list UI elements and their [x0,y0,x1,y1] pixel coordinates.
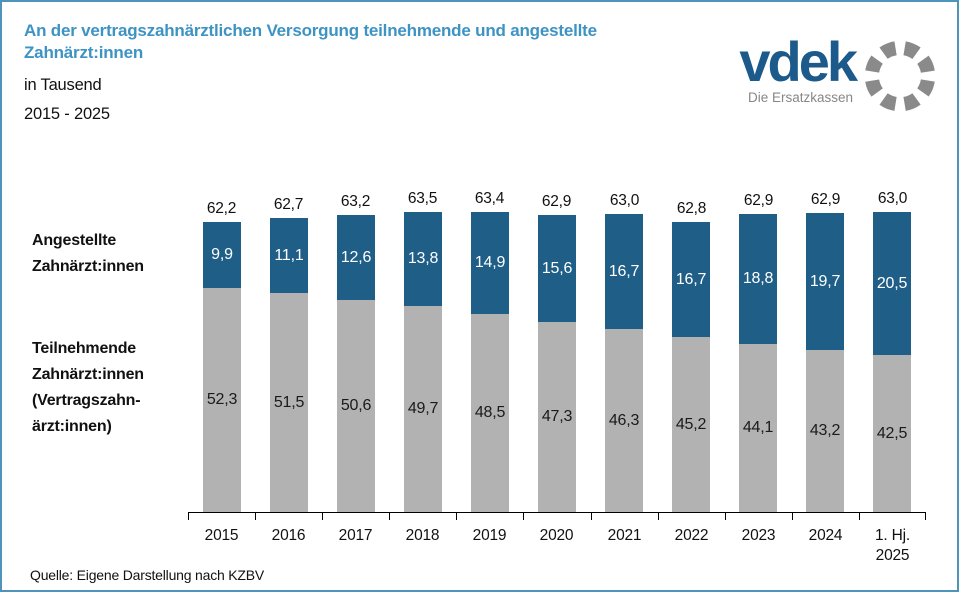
bar-total-label: 63,2 [340,193,371,210]
bar-segment-angestellte: 12,6 [337,215,375,300]
bar-total-label: 62,9 [810,191,841,208]
x-axis-label: 2019 [472,527,507,544]
legend-label-teilnehmende: Teilnehmende Zahnärzt:innen (Vertragszah… [32,340,144,435]
x-axis-tick [859,512,860,520]
bar-segment-teilnehmende: 50,6 [337,300,375,512]
x-axis-label: 2015 [204,527,239,544]
bar-segment-angestellte: 16,7 [605,214,643,329]
bar-segment-teilnehmende: 44,1 [739,344,777,512]
x-axis-tick [255,512,256,520]
bar-segment-teilnehmende: 49,7 [404,306,442,512]
bar-segment-teilnehmende: 46,3 [605,329,643,512]
bar-total-label: 63,4 [474,190,505,207]
bar-segment-teilnehmende: 52,3 [203,288,241,512]
bar-segment-angestellte: 19,7 [806,213,844,350]
legend-label-angestellte: Angestellte Zahnärzt:innen [32,232,144,275]
x-axis-label: 2024 [808,527,843,544]
bar-total-label: 63,5 [407,190,438,207]
x-axis-tick [925,512,926,520]
header: An der vertragszahnärztlichen Versorgung… [24,20,704,129]
x-axis-tick [658,512,659,520]
bar-segment-teilnehmende: 45,2 [672,337,710,512]
bar-total-label: 62,9 [743,192,774,209]
bar-segment-angestellte: 15,6 [538,215,576,322]
x-axis-label: 1. Hj. 2025 [875,527,910,564]
source-note: Quelle: Eigene Darstellung nach KZBV [30,567,265,583]
bar-segment-angestellte: 16,7 [672,222,710,337]
bar-total-label: 62,8 [676,200,707,217]
bar-total-label: 63,0 [609,192,640,209]
vdek-logo: vdek Die Ersatzkassen [739,30,939,114]
vdek-ring-icon [864,40,936,112]
x-axis-label: 2017 [338,527,373,544]
x-axis-label: 2023 [741,527,776,544]
bar-segment-angestellte: 13,8 [404,212,442,306]
x-axis-tick [322,512,323,520]
bar-total-label: 63,0 [877,190,908,207]
x-axis-label: 2016 [271,527,306,544]
x-axis-tick [792,512,793,520]
x-axis-tick [523,512,524,520]
page-title: An der vertragszahnärztlichen Versorgung… [24,21,597,62]
x-axis-tick [725,512,726,520]
x-axis-line [188,512,926,513]
bar-segment-angestellte: 20,5 [873,212,911,355]
bar-segment-teilnehmende: 48,5 [471,314,509,512]
subtitle-unit: in Tausend [24,76,102,94]
bar-segment-angestellte: 9,9 [203,222,241,288]
x-axis-tick [591,512,592,520]
bar-total-label: 62,2 [206,200,237,217]
plot-area: 9,9 52,3 62,2 2015 11,1 51,5 62,7 2016 12,6 50,6 6… [188,187,926,587]
bar-segment-angestellte: 11,1 [270,218,308,293]
bar-segment-teilnehmende: 47,3 [538,322,576,512]
bar-segment-teilnehmende: 43,2 [806,350,844,512]
bar-segment-teilnehmende: 51,5 [270,293,308,512]
bar-segment-teilnehmende: 42,5 [873,355,911,512]
vdek-wordmark: vdek [739,30,858,93]
bar-total-label: 62,9 [541,193,572,210]
x-axis-tick [188,512,189,520]
subtitle-period: 2015 - 2025 [24,105,110,123]
bar-segment-angestellte: 18,8 [739,214,777,344]
x-axis-label: 2018 [405,527,440,544]
vdek-tagline: Die Ersatzkassen [747,90,853,105]
x-axis-tick [456,512,457,520]
x-axis-label: 2022 [674,527,709,544]
bar-segment-angestellte: 14,9 [471,212,509,314]
bar-total-label: 62,7 [273,196,304,213]
x-axis-label: 2021 [607,527,642,544]
x-axis-tick [389,512,390,520]
x-axis-label: 2020 [539,527,574,544]
